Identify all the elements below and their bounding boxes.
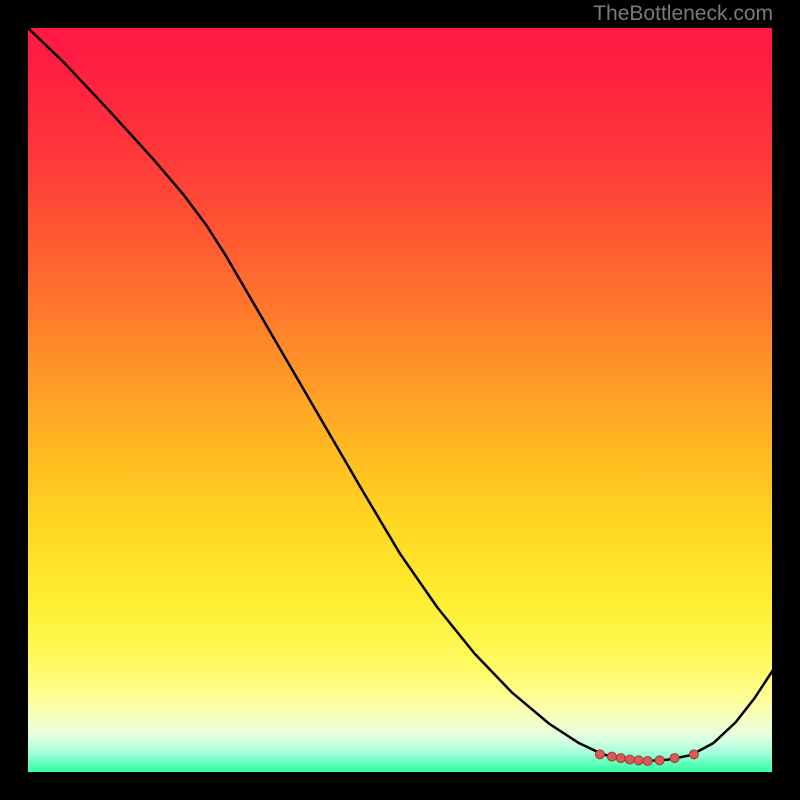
data-marker <box>625 755 634 764</box>
chart-container: TheBottleneck.com <box>0 0 800 800</box>
plot-area <box>27 27 773 773</box>
data-marker <box>616 754 625 763</box>
data-marker <box>634 756 643 765</box>
data-line <box>27 27 773 761</box>
watermark-text: TheBottleneck.com <box>593 2 773 26</box>
data-marker <box>595 750 604 759</box>
data-marker <box>689 750 698 759</box>
data-marker <box>643 757 652 766</box>
plot-border <box>28 28 773 773</box>
data-marker <box>607 752 616 761</box>
data-marker <box>670 754 679 763</box>
chart-overlay <box>27 27 773 773</box>
data-marker <box>655 756 664 765</box>
